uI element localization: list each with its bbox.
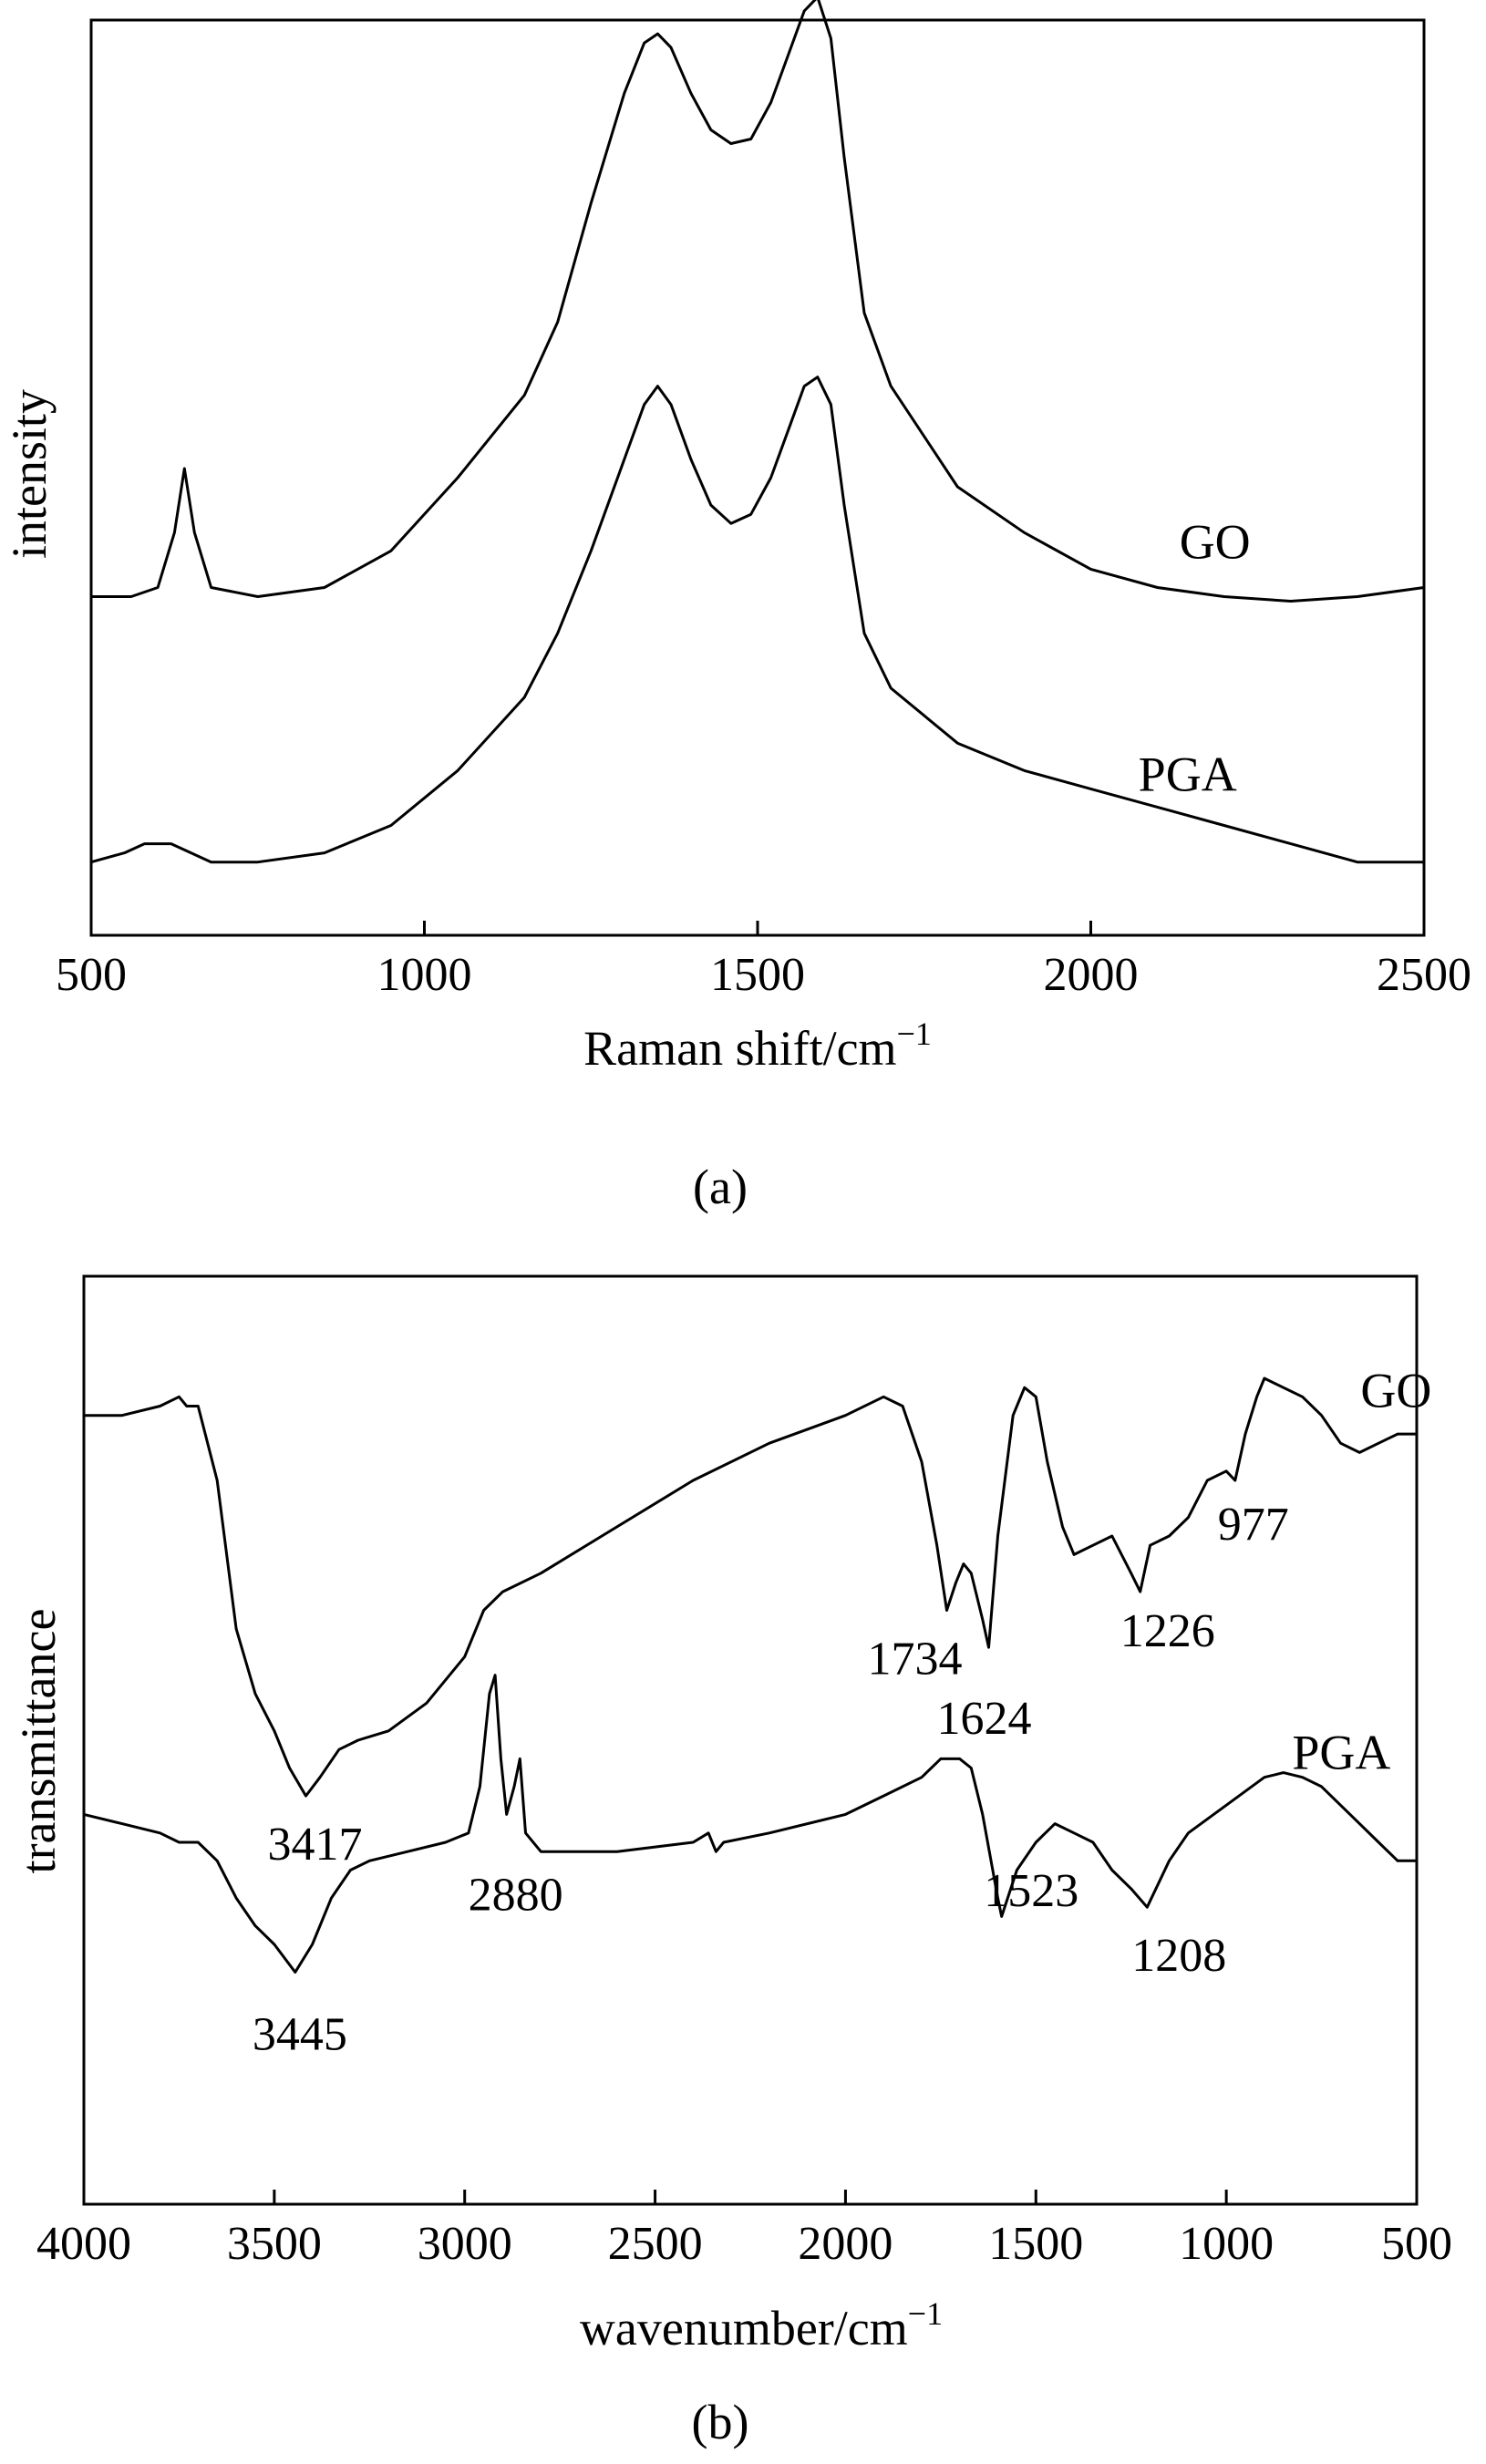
raman-y-axis-label: intensity: [2, 389, 57, 559]
raman-series-pga-line: [90, 376, 1424, 864]
ftir-x-tick-label-1500: 1500: [988, 2218, 1083, 2270]
ftir-peak-label-1624: 1624: [936, 1693, 1031, 1745]
ftir-x-tick-label-3500: 3500: [227, 2218, 322, 2270]
ftir-x-tick-label-2500: 2500: [608, 2218, 703, 2270]
ftir-x-tick-label-3000: 3000: [418, 2218, 512, 2270]
raman-panel-label: (a): [693, 1160, 748, 1214]
raman-x-ticks: [89, 921, 1426, 935]
ftir-x-tick-label-4000: 4000: [36, 2218, 131, 2270]
ftir-series-go-line: [84, 1376, 1417, 1798]
raman-x-tick-labels: 500 1000 1500 2000 2500: [56, 949, 1471, 1001]
ftir-y-axis-label: transmittance: [11, 1609, 66, 1874]
raman-series-label-pga: PGA: [1139, 747, 1237, 802]
ftir-plot-frame: [82, 1274, 1419, 2206]
ftir-x-tick-label-2000: 2000: [798, 2218, 893, 2270]
raman-x-tick-label-2000: 2000: [1044, 949, 1139, 1001]
raman-curves: [90, 0, 1425, 864]
raman-panel: 500 1000 1500 2000 2500 GO PGA Raman shift/cm…: [2, 0, 1471, 1214]
ftir-panel: 4000 3500 3000 2500 2000 1500 1000 500 GO PGA 34…: [11, 1274, 1452, 2449]
ftir-x-tick-label-1000: 1000: [1179, 2218, 1274, 2270]
raman-x-tick-label-2500: 2500: [1377, 949, 1471, 1001]
ftir-series-labels: GO PGA: [1292, 1363, 1431, 1779]
ftir-x-tick-labels: 4000 3500 3000 2500 2000 1500 1000 500: [36, 2218, 1452, 2270]
raman-x-axis-label: Raman shift/cm−1: [583, 1015, 932, 1076]
ftir-series-label-pga: PGA: [1292, 1726, 1390, 1780]
ftir-peak-label-1208: 1208: [1131, 1930, 1226, 1982]
ftir-curves: [83, 1376, 1417, 1974]
ftir-x-ticks: [82, 2190, 1419, 2204]
raman-x-tick-label-500: 500: [56, 949, 127, 1001]
raman-series-go-line: [91, 0, 1425, 603]
ftir-peak-label-3445: 3445: [253, 2009, 347, 2061]
ftir-peak-label-1523: 1523: [984, 1865, 1078, 1917]
ftir-series-pga-line: [83, 1674, 1417, 1974]
raman-x-tick-label-1500: 1500: [710, 949, 805, 1001]
ftir-panel-label: (b): [692, 2395, 749, 2449]
ftir-series-label-go: GO: [1360, 1363, 1431, 1418]
raman-series-label-go: GO: [1180, 515, 1251, 570]
ftir-x-tick-label-500: 500: [1381, 2218, 1452, 2270]
ftir-peak-label-1226: 1226: [1120, 1605, 1215, 1657]
ftir-peak-label-1734: 1734: [868, 1633, 963, 1685]
ftir-peak-label-3417: 3417: [268, 1819, 363, 1871]
ftir-peak-annotations: 3417 1734 1624 1226 977 3445 2880 1523 1208: [253, 1499, 1289, 2061]
raman-x-tick-label-1000: 1000: [377, 949, 472, 1001]
ftir-peak-label-977: 977: [1218, 1499, 1289, 1551]
ftir-x-axis-label: wavenumber/cm−1: [580, 2295, 943, 2356]
ftir-peak-label-2880: 2880: [469, 1869, 563, 1921]
raman-series-labels: GO PGA: [1139, 515, 1251, 802]
